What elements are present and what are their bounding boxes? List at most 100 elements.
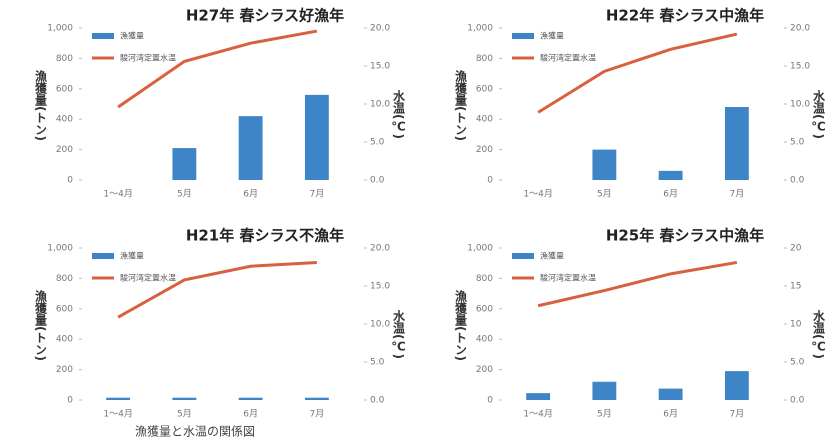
y2-axis-title: 水温(℃) (392, 309, 406, 359)
line-series (537, 32, 738, 114)
x-tick-label: 6月 (663, 409, 678, 420)
y-tick-label: 1,000 (467, 244, 493, 254)
legend-label: 駿河湾定置水温 (540, 273, 596, 283)
x-tick-label: 6月 (663, 189, 678, 200)
line-series (537, 260, 738, 308)
y-tick-label: 400 (476, 335, 493, 345)
y-tick-label: 200 (56, 145, 73, 155)
legend-label: 漁獲量 (120, 31, 144, 41)
chart-title: H25年 春シラス中漁年 (606, 227, 764, 245)
legend-label: 漁獲量 (120, 251, 144, 261)
y-tick-label: 400 (56, 115, 73, 125)
bar (238, 116, 263, 180)
bar (724, 107, 749, 180)
y2-tick-label: 0.0 (790, 396, 805, 406)
y2-tick-label: 0.0 (370, 176, 385, 186)
y2-tick-label: 5.0 (790, 138, 805, 148)
bar (592, 149, 617, 180)
bar (172, 397, 197, 400)
y-tick-label: 200 (56, 365, 73, 375)
x-tick-label: 1～4月 (103, 189, 132, 200)
x-tick-label: 5月 (177, 189, 192, 200)
y2-tick-label: 20.0 (370, 24, 390, 34)
bar (304, 397, 329, 400)
y2-tick-label: 5.0 (790, 358, 805, 368)
y2-tick-label: 15 (790, 282, 801, 292)
chart-title: H22年 春シラス中漁年 (606, 7, 764, 25)
y-tick-label: 600 (476, 304, 493, 314)
y2-axis-title: 水温(℃) (812, 89, 826, 139)
caption: 漁獲量と水温の関係図 (135, 425, 255, 439)
line-series (117, 260, 317, 319)
y-tick-label: 0 (487, 176, 493, 186)
x-tick-label: 1～4月 (523, 189, 552, 200)
y-axis-title: 漁獲量(トン) (454, 289, 468, 361)
y-tick-label: 600 (56, 84, 73, 94)
y-tick-label: 1,000 (47, 24, 73, 34)
y2-tick-label: 10.0 (370, 100, 390, 110)
y-axis-title: 漁獲量(トン) (34, 69, 48, 141)
legend-swatch (512, 33, 534, 39)
y2-tick-label: 0.0 (370, 396, 385, 406)
bar (106, 397, 131, 400)
x-tick-label: 7月 (730, 409, 745, 420)
x-tick-label: 6月 (243, 189, 258, 200)
y2-tick-label: 20.0 (370, 244, 390, 254)
legend-label: 漁獲量 (540, 251, 564, 261)
y-axis-title: 漁獲量(トン) (454, 69, 468, 141)
y2-tick-label: 0.0 (790, 176, 805, 186)
y2-axis-title: 水温(℃) (392, 89, 406, 139)
y2-tick-label: 20.0 (790, 24, 810, 34)
y-axis-title: 漁獲量(トン) (34, 289, 48, 361)
y-tick-label: 800 (476, 54, 493, 64)
chart-title: H21年 春シラス不漁年 (186, 227, 344, 245)
y-tick-label: 0 (67, 396, 73, 406)
bar (172, 148, 197, 180)
y2-tick-label: 5.0 (370, 358, 385, 368)
x-tick-label: 7月 (310, 189, 325, 200)
y-tick-label: 1,000 (467, 24, 493, 34)
legend-label: 駿河湾定置水温 (540, 53, 596, 63)
y2-tick-label: 15.0 (790, 62, 810, 72)
x-tick-label: 5月 (177, 409, 192, 420)
bar (592, 381, 617, 400)
legend-label: 漁獲量 (540, 31, 564, 41)
legend-label: 駿河湾定置水温 (120, 273, 176, 283)
y-tick-label: 0 (67, 176, 73, 186)
bar (238, 397, 263, 400)
y-tick-label: 0 (487, 396, 493, 406)
legend-swatch (92, 33, 114, 39)
y-tick-label: 600 (476, 84, 493, 94)
y-tick-label: 1,000 (47, 244, 73, 254)
x-tick-label: 5月 (597, 189, 612, 200)
x-tick-label: 6月 (243, 409, 258, 420)
y2-tick-label: 10 (790, 320, 802, 330)
y-tick-label: 800 (476, 274, 493, 284)
x-tick-label: 5月 (597, 409, 612, 420)
y-tick-label: 800 (56, 54, 73, 64)
y-tick-label: 200 (476, 365, 493, 375)
x-tick-label: 1～4月 (103, 409, 132, 420)
y2-tick-label: 15.0 (370, 282, 390, 292)
y-tick-label: 400 (56, 335, 73, 345)
y2-tick-label: 10.0 (370, 320, 390, 330)
y2-tick-label: 10.0 (790, 100, 810, 110)
y2-tick-label: 5.0 (370, 138, 385, 148)
line-series (117, 29, 318, 109)
legend-swatch (512, 253, 534, 259)
bar (658, 388, 683, 400)
legend-swatch (92, 253, 114, 259)
y-tick-label: 400 (476, 115, 493, 125)
bar (658, 170, 683, 180)
bar (304, 94, 329, 180)
x-tick-label: 7月 (310, 409, 325, 420)
x-tick-label: 7月 (730, 189, 745, 200)
y2-tick-label: 20 (790, 244, 802, 254)
y2-axis-title: 水温(℃) (812, 309, 826, 359)
legend-label: 駿河湾定置水温 (120, 53, 176, 63)
y-tick-label: 600 (56, 304, 73, 314)
chart-title: H27年 春シラス好漁年 (186, 7, 344, 25)
x-tick-label: 1～4月 (523, 409, 552, 420)
